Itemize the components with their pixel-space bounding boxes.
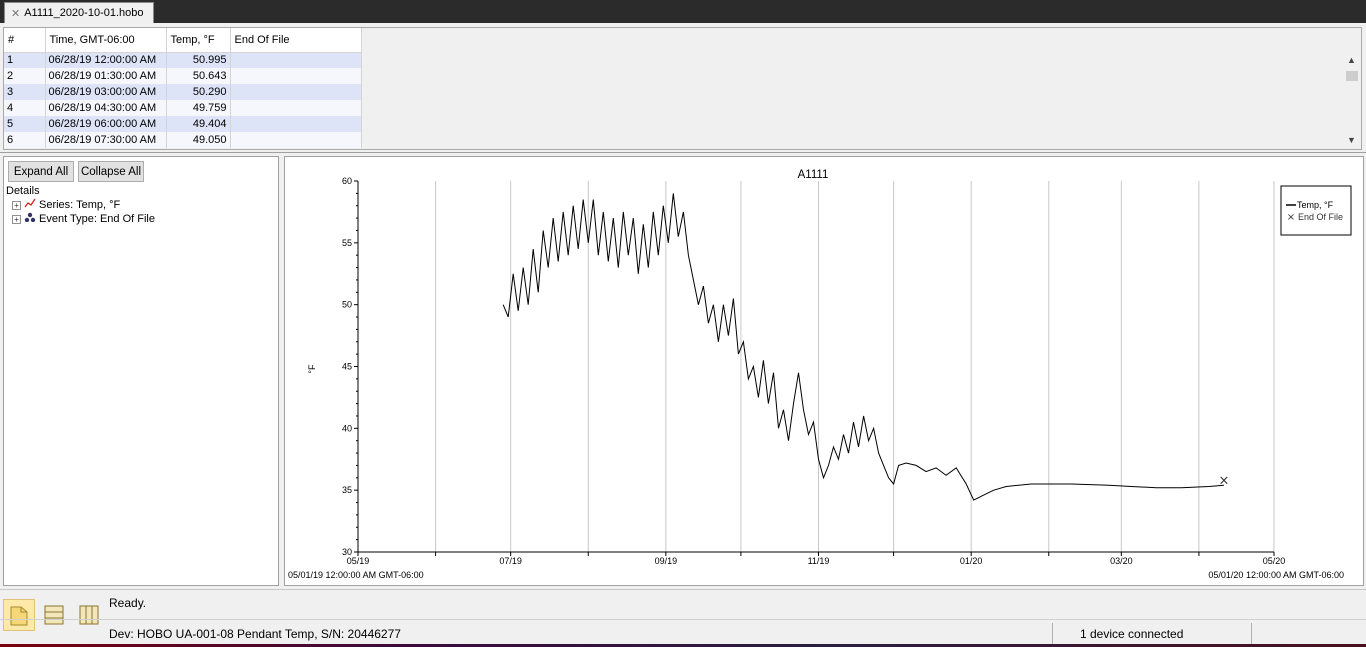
status-text: Ready.	[109, 596, 147, 610]
row-event	[230, 116, 362, 132]
expand-node-icon[interactable]: +	[12, 200, 21, 210]
scroll-up-icon[interactable]: ▲	[1347, 55, 1356, 65]
x-end-label: 05/01/20 12:00:00 AM GMT-06:00	[1208, 570, 1344, 580]
y-tick-label: 35	[342, 485, 352, 495]
end-of-file-marker: ×	[1218, 473, 1229, 488]
row-event	[230, 100, 362, 116]
row-index: 5	[4, 116, 46, 132]
status-bar: Ready. Dev: HOBO UA-001-08 Pendant Temp,…	[0, 589, 1366, 647]
column-header-index[interactable]: #	[4, 28, 46, 53]
x-tick-label: 07/19	[499, 556, 522, 566]
x-tick-label: 01/20	[960, 556, 983, 566]
file-tab[interactable]: ✕ A1111_2020-10-01.hobo	[4, 2, 154, 23]
row-index: 3	[4, 84, 46, 100]
series-line-temp	[502, 193, 1224, 501]
expand-all-button[interactable]: Expand All	[8, 161, 74, 182]
row-time: 06/28/19 01:30:00 AM	[45, 68, 167, 84]
chart-panel: 05/19 07/19 09/19 11/19 01/20 03/20 05/20 30 35 4…	[284, 156, 1364, 586]
connection-status: 1 device connected	[1052, 623, 1252, 645]
device-info: Dev: HOBO UA-001-08 Pendant Temp, S/N: 2…	[109, 627, 401, 641]
details-tree: Details + Series: Temp, °F + Event Type:…	[6, 184, 155, 226]
x-tick-label: 11/19	[808, 556, 830, 566]
details-view-icon[interactable]	[3, 599, 35, 631]
device-line: Dev: HOBO UA-001-08 Pendant Temp, S/N: 2…	[0, 619, 1366, 647]
series-line-icon	[24, 198, 36, 212]
row-time: 06/28/19 03:00:00 AM	[45, 84, 167, 100]
row-event	[230, 84, 362, 100]
row-time: 06/28/19 12:00:00 AM	[45, 52, 167, 68]
row-index: 2	[4, 68, 46, 84]
chart-title: A1111	[798, 169, 829, 181]
legend-box	[1280, 185, 1352, 236]
row-event	[230, 132, 362, 148]
row-time: 06/28/19 04:30:00 AM	[45, 100, 167, 116]
table-row[interactable]: 6 06/28/19 07:30:00 AM 49.050	[4, 132, 362, 148]
row-temp: 50.995	[166, 52, 231, 68]
data-table-frame: # Time, GMT-06:00 Temp, °F End Of File 1…	[3, 27, 1362, 150]
row-temp: 50.643	[166, 68, 231, 84]
expand-node-icon[interactable]: +	[12, 214, 21, 224]
column-header-temp[interactable]: Temp, °F	[166, 28, 231, 53]
row-time: 06/28/19 07:30:00 AM	[45, 132, 167, 148]
row-time: 06/28/19 06:00:00 AM	[45, 116, 167, 132]
x-tick-label: 05/20	[1263, 556, 1286, 566]
data-table-panel: # Time, GMT-06:00 Temp, °F End Of File 1…	[0, 23, 1366, 153]
data-table: # Time, GMT-06:00 Temp, °F End Of File 1…	[4, 28, 362, 148]
y-tick-label: 45	[342, 362, 352, 372]
legend-entry: End Of File	[1298, 212, 1343, 222]
chart[interactable]: 05/19 07/19 09/19 11/19 01/20 03/20 05/20 30 35 4…	[285, 157, 1363, 585]
scroll-down-icon[interactable]: ▼	[1347, 135, 1356, 145]
event-type-icon	[24, 212, 36, 226]
table-scrollbar[interactable]: ▲ ▼	[1345, 55, 1359, 149]
details-panel: Expand All Collapse All Details + Series…	[3, 156, 279, 586]
row-index: 1	[4, 52, 46, 68]
collapse-all-button[interactable]: Collapse All	[78, 161, 144, 182]
tree-node-series-label: Series: Temp, °F	[39, 199, 121, 211]
table-row[interactable]: 4 06/28/19 04:30:00 AM 49.759	[4, 100, 362, 116]
y-axis-label: °F	[307, 364, 317, 374]
table-row[interactable]: 3 06/28/19 03:00:00 AM 50.290	[4, 84, 362, 100]
y-tick-label: 55	[342, 238, 352, 248]
details-label: Details	[6, 185, 40, 197]
y-tick-label: 50	[342, 300, 352, 310]
x-tick-label: 03/20	[1110, 556, 1133, 566]
tree-node-series[interactable]: + Series: Temp, °F	[12, 198, 155, 212]
row-index: 6	[4, 132, 46, 148]
row-temp: 49.404	[166, 116, 231, 132]
legend-marker-swatch: ×	[1287, 212, 1295, 223]
x-tick-label: 09/19	[655, 556, 678, 566]
table-row[interactable]: 2 06/28/19 01:30:00 AM 50.643	[4, 68, 362, 84]
y-tick-label: 60	[342, 176, 352, 186]
y-tick-label: 40	[342, 423, 352, 433]
legend-entry: Temp, °F	[1297, 200, 1334, 210]
row-temp: 50.290	[166, 84, 231, 100]
row-event	[230, 52, 362, 68]
tree-node-event[interactable]: + Event Type: End Of File	[12, 212, 155, 226]
column-header-time[interactable]: Time, GMT-06:00	[45, 28, 167, 53]
column-header-end-of-file[interactable]: End Of File	[230, 28, 362, 53]
y-tick-label: 30	[342, 547, 352, 557]
file-tab-title: A1111_2020-10-01.hobo	[24, 7, 144, 19]
bottom-strip	[0, 644, 1366, 647]
x-start-label: 05/01/19 12:00:00 AM GMT-06:00	[288, 570, 424, 580]
table-row[interactable]: 5 06/28/19 06:00:00 AM 49.404	[4, 116, 362, 132]
row-event	[230, 68, 362, 84]
table-row[interactable]: 1 06/28/19 12:00:00 AM 50.995	[4, 52, 362, 68]
close-tab-icon[interactable]: ✕	[11, 7, 21, 20]
tree-node-event-label: Event Type: End Of File	[39, 213, 155, 225]
scroll-thumb[interactable]	[1346, 71, 1358, 81]
title-strip: ✕ A1111_2020-10-01.hobo	[0, 0, 1366, 23]
row-temp: 49.759	[166, 100, 231, 116]
x-tick-label: 05/19	[347, 556, 370, 566]
row-temp: 49.050	[166, 132, 231, 148]
row-index: 4	[4, 100, 46, 116]
